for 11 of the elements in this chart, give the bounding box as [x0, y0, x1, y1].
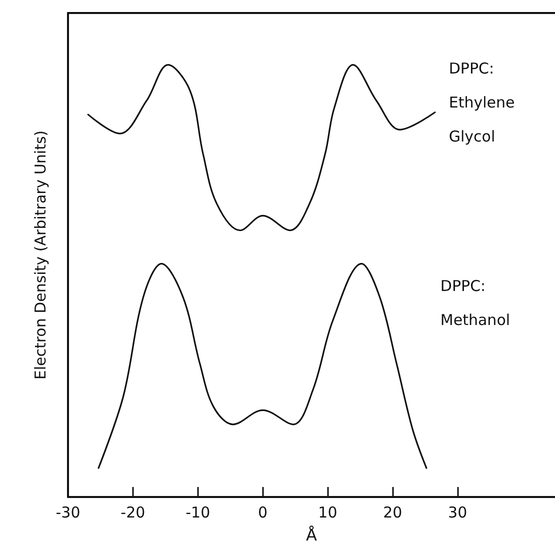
x-tick-label: 20	[383, 504, 402, 522]
x-tick-label: -10	[186, 504, 210, 522]
text: DPPC: Methanol	[440, 277, 510, 330]
x-tick-label: 10	[318, 504, 338, 522]
x-tick-label: 30	[448, 504, 468, 522]
y-axis-title: Electron Density (Arbitrary Units)	[32, 130, 50, 380]
x-tick-label: -30	[56, 504, 80, 522]
x-tick-label: 0	[258, 504, 268, 522]
x-tick-label: -20	[120, 504, 146, 522]
series-label: DPPC: Ethylene Glycol	[448, 59, 520, 146]
x-axis-title: Å	[306, 526, 318, 544]
